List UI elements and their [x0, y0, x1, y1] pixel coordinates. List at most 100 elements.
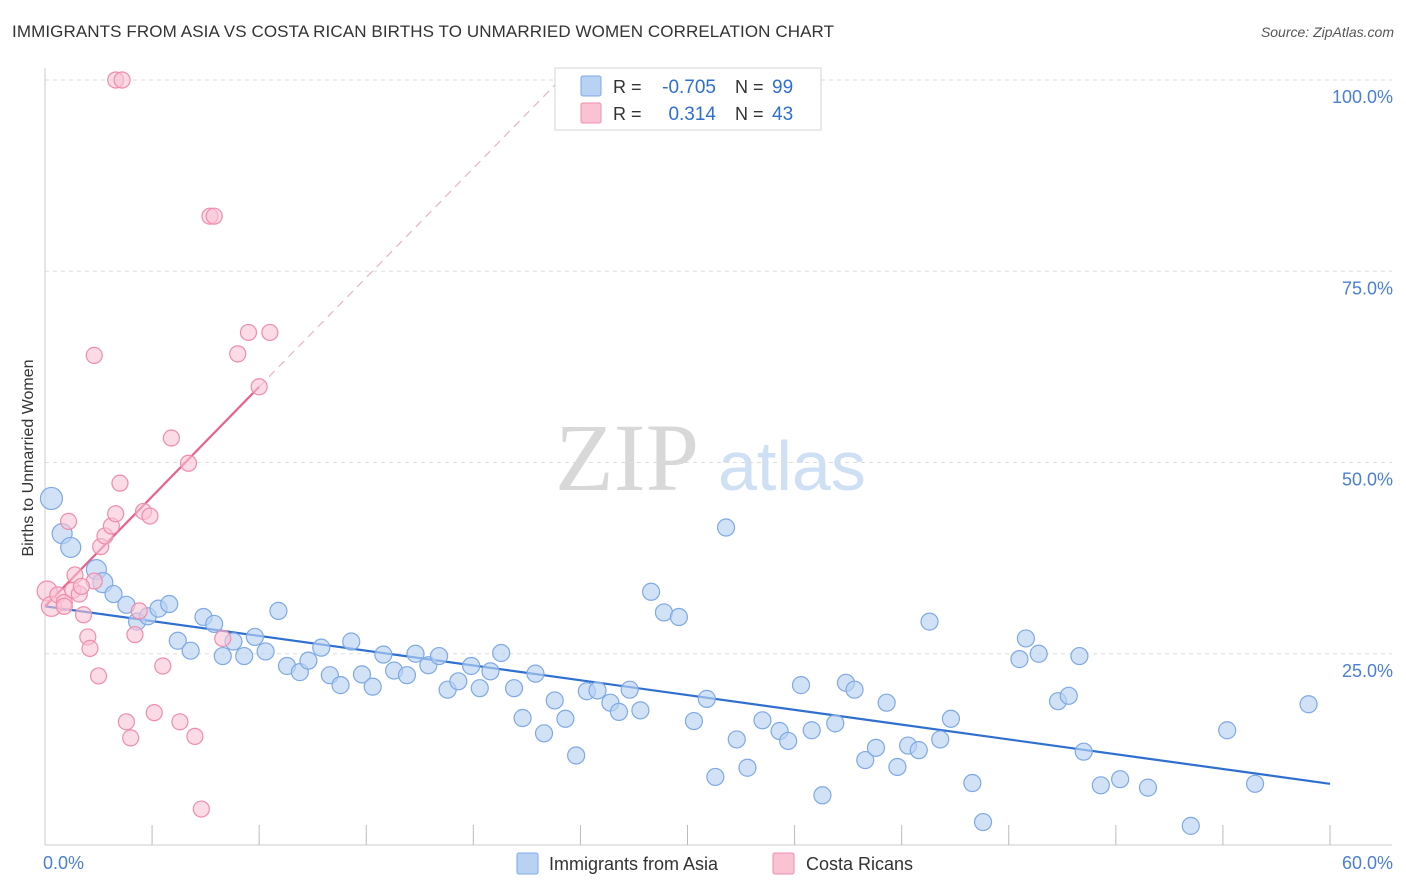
point-asia — [931, 730, 950, 749]
point-asia — [1016, 629, 1035, 648]
series-legend: Immigrants from Asia Costa Ricans — [516, 852, 913, 875]
point-asia — [888, 757, 907, 777]
point-asia — [342, 632, 361, 651]
point-asia — [352, 665, 372, 684]
y-axis-title: Births to Unmarried Women — [20, 359, 37, 556]
stats-swatch-costa-rican — [580, 102, 602, 124]
source-credit: Source: ZipAtlas.com — [1260, 24, 1394, 40]
point-costa-rican — [113, 71, 131, 89]
point-asia — [1091, 776, 1110, 795]
watermark: ZIP atlas — [555, 404, 866, 511]
point-costa-rican — [117, 713, 135, 731]
data-points — [36, 71, 1318, 835]
trend-line-costa-rican-extension — [258, 80, 560, 388]
point-asia — [1138, 778, 1158, 797]
point-asia — [588, 681, 607, 700]
point-asia — [1245, 774, 1265, 793]
point-asia — [513, 708, 532, 728]
point-asia — [1029, 644, 1048, 663]
point-asia — [920, 612, 939, 631]
trend-line-asia — [44, 605, 1331, 785]
point-asia — [331, 676, 350, 695]
legend-label-costa-rican: Costa Ricans — [806, 854, 913, 874]
point-asia — [397, 666, 417, 685]
stats-n-value-costa-rican: 43 — [772, 104, 793, 125]
chart-title: IMMIGRANTS FROM ASIA VS COSTA RICAN BIRT… — [12, 22, 835, 41]
point-asia — [235, 646, 254, 666]
point-asia — [697, 689, 716, 708]
point-asia — [909, 741, 928, 760]
point-asia — [684, 711, 704, 731]
point-asia — [727, 730, 746, 749]
point-asia — [449, 672, 468, 691]
y-tick-label: 25.0% — [1342, 661, 1393, 681]
point-asia — [205, 614, 224, 634]
point-asia — [312, 638, 331, 657]
point-asia — [802, 721, 821, 740]
point-asia — [104, 584, 123, 604]
stats-r-label-costa-rican: R = — [613, 104, 642, 124]
point-asia — [429, 646, 449, 666]
point-asia — [856, 750, 875, 770]
stats-n-value-asia: 99 — [772, 77, 793, 98]
point-costa-rican — [250, 378, 268, 396]
point-asia — [669, 607, 689, 627]
point-costa-rican — [111, 474, 129, 492]
point-costa-rican — [229, 345, 247, 363]
legend-label-asia: Immigrants from Asia — [549, 854, 719, 874]
point-asia — [1074, 742, 1093, 761]
point-asia — [620, 680, 639, 699]
point-asia — [1299, 695, 1318, 714]
x-tick-label: 60.0% — [1342, 853, 1393, 873]
point-asia — [168, 631, 187, 650]
point-asia — [406, 644, 425, 663]
stats-swatch-asia — [580, 75, 602, 97]
point-asia — [374, 645, 393, 664]
point-asia — [738, 758, 757, 777]
point-asia — [779, 731, 798, 751]
point-asia — [545, 691, 564, 710]
point-asia — [845, 680, 864, 699]
point-asia — [1111, 770, 1130, 789]
point-costa-rican — [192, 800, 210, 818]
point-asia — [492, 643, 511, 663]
point-asia — [245, 627, 264, 647]
point-asia — [526, 664, 545, 683]
legend-swatch-asia — [516, 852, 539, 875]
stats-n-label-costa-rican: N = — [735, 104, 764, 124]
point-asia — [826, 714, 845, 733]
watermark-zip: ZIP — [555, 404, 699, 511]
point-costa-rican — [81, 639, 99, 657]
point-asia — [213, 646, 232, 666]
stats-r-value-asia: -0.705 — [662, 77, 716, 98]
point-asia — [1010, 650, 1029, 669]
point-costa-rican — [154, 657, 172, 675]
point-asia — [1059, 686, 1078, 705]
point-costa-rican — [179, 454, 198, 472]
point-asia — [60, 536, 82, 559]
point-asia — [567, 746, 586, 765]
point-costa-rican — [261, 323, 279, 342]
stats-legend: R = -0.705 N = 99 R = 0.314 N = 43 — [554, 67, 822, 131]
point-asia — [1070, 646, 1089, 666]
axes — [44, 68, 1392, 846]
point-costa-rican — [141, 507, 159, 525]
point-costa-rican — [126, 626, 144, 644]
point-asia — [963, 773, 982, 793]
gridlines — [45, 79, 1392, 655]
point-costa-rican — [89, 667, 108, 685]
point-costa-rican — [214, 629, 232, 648]
point-asia — [256, 642, 275, 661]
point-asia — [654, 603, 674, 622]
point-asia — [866, 738, 886, 757]
y-tick-label: 75.0% — [1342, 278, 1393, 298]
y-tick-label: 50.0% — [1342, 470, 1393, 490]
ticks — [151, 825, 1331, 845]
point-costa-rican — [85, 346, 103, 364]
stats-n-label-asia: N = — [735, 77, 764, 97]
point-asia — [470, 679, 489, 698]
point-asia — [973, 812, 993, 832]
y-tick-labels: 25.0% 50.0% 75.0% 100.0% — [1332, 87, 1393, 681]
point-costa-rican — [186, 727, 204, 745]
